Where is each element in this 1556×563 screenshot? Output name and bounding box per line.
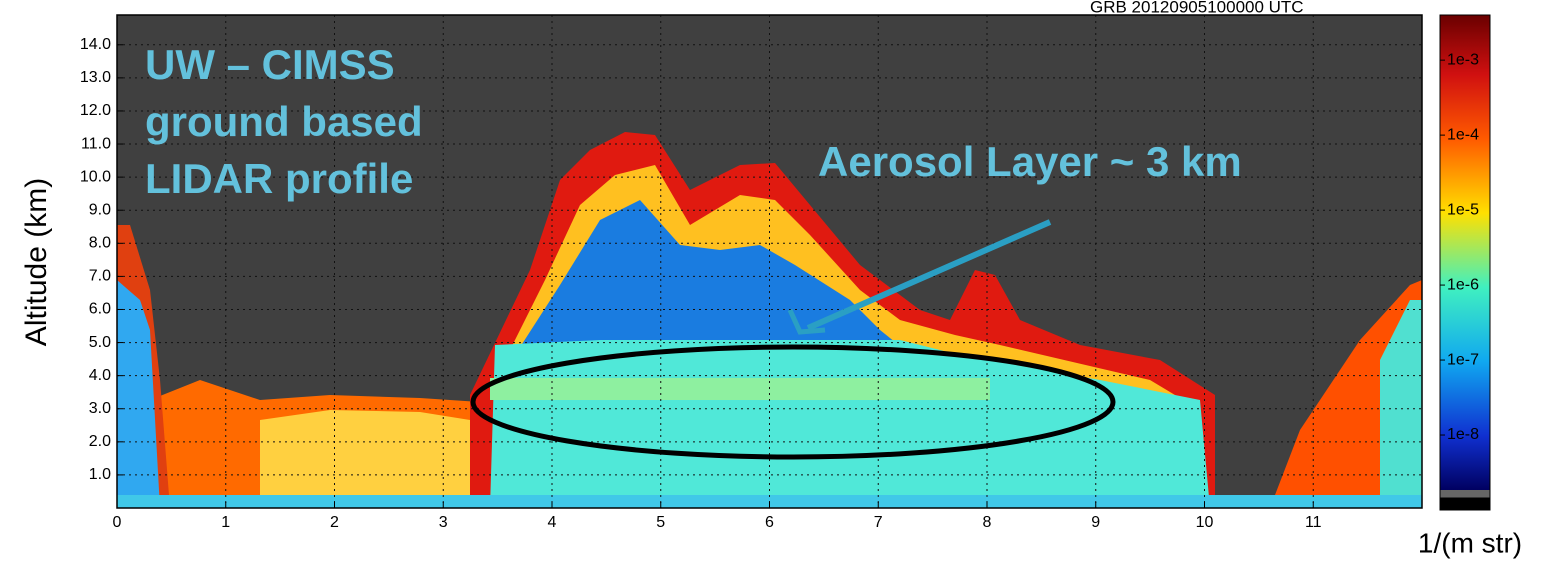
annotation: Aerosol Layer ~ 3 km [818, 138, 1242, 185]
y-tick-label: 12.0 [80, 102, 111, 119]
y-axis-label: Altitude (km) [20, 178, 53, 346]
colorbar-tick-label: 1e-7 [1447, 351, 1479, 368]
x-tick-label: 10 [1196, 514, 1214, 531]
y-tick-label: 14.0 [80, 36, 111, 53]
x-tick-label: 9 [1091, 514, 1100, 531]
x-tick-label: 1 [221, 514, 230, 531]
y-tick-label: 13.0 [80, 69, 111, 86]
colorbar-tick-label: 1e-6 [1447, 276, 1479, 293]
x-tick-label: 7 [874, 514, 883, 531]
y-tick-label: 1.0 [89, 466, 111, 483]
annotation: LIDAR profile [145, 155, 413, 202]
y-tick-label: 4.0 [89, 367, 111, 384]
y-tick-label: 9.0 [89, 201, 111, 218]
annotation: ground based [145, 98, 423, 145]
x-tick-label: 8 [983, 514, 992, 531]
y-tick-label: 5.0 [89, 334, 111, 351]
y-tick-label: 10.0 [80, 168, 111, 185]
x-tick-label: 11 [1305, 514, 1322, 531]
y-tick-label: 7.0 [89, 268, 111, 285]
chart: GRB 20120905100000 UTC Altitude (km) UW … [0, 0, 1556, 563]
x-tick-label: 4 [548, 514, 557, 531]
x-tick-label: 5 [656, 514, 665, 531]
chart-title: GRB 20120905100000 UTC [1090, 0, 1304, 16]
y-tick-label: 3.0 [89, 400, 111, 417]
x-tick-label: 0 [113, 514, 122, 531]
y-tick-label: 8.0 [89, 235, 111, 252]
y-tick-label: 2.0 [89, 433, 111, 450]
y-tick-label: 11.0 [81, 135, 111, 152]
x-tick-label: 6 [765, 514, 774, 531]
colorbar-tick-label: 1e-3 [1447, 51, 1479, 68]
x-tick-label: 3 [439, 514, 448, 531]
colorbar-tick-label: 1e-5 [1447, 201, 1479, 218]
colorbar-tick-label: 1e-8 [1447, 426, 1479, 443]
colorbar-tick-label: 1e-4 [1447, 126, 1479, 143]
x-tick-label: 2 [330, 514, 339, 531]
y-tick-label: 6.0 [89, 301, 111, 318]
colorbar-label: 1/(m str) [1418, 527, 1522, 558]
annotation: UW – CIMSS [145, 41, 395, 88]
